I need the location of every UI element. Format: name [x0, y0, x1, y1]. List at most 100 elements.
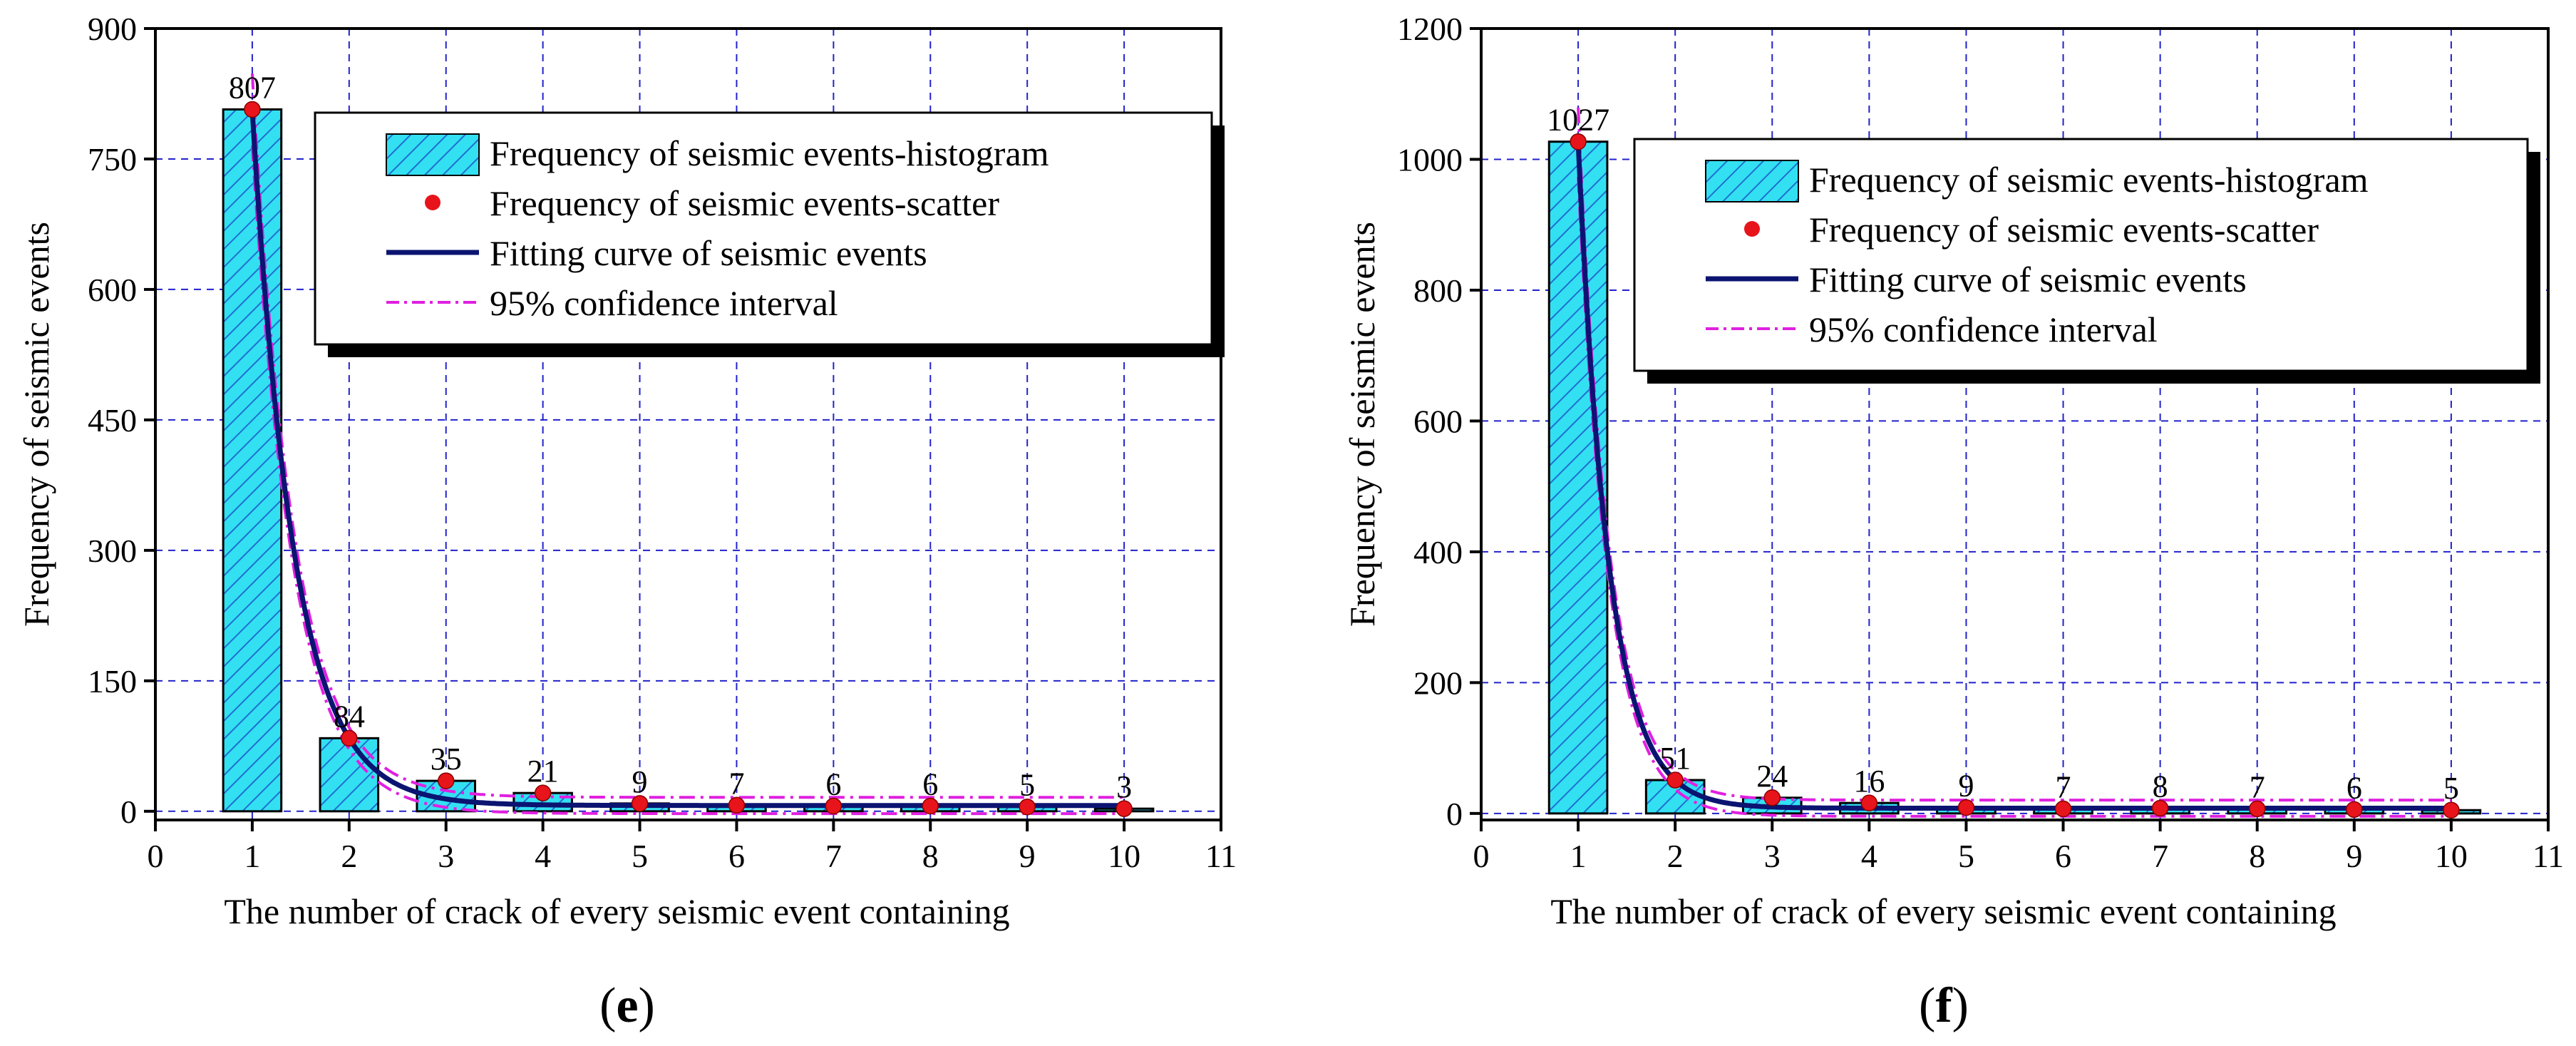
- legend: Frequency of seismic events-histogram Fr…: [314, 111, 1225, 357]
- panel-letter: f: [1935, 978, 1952, 1033]
- data-label: 3: [1116, 769, 1132, 804]
- data-labels: 807 84 35 21 9 7 6 6 5 3: [229, 70, 1132, 804]
- x-tick-label: 10: [2435, 838, 2468, 874]
- legend-histogram-swatch: [1705, 160, 1799, 202]
- fitting-curve: [249, 109, 1125, 809]
- x-tick-label: 0: [1473, 838, 1490, 874]
- axis-ticks: 0 1 2 3 4 5 6 7 8 9 10 11 0 200 400 600 800 1000 1200: [1397, 11, 2564, 874]
- x-tick-label: 11: [2533, 838, 2564, 874]
- histogram-bar: [319, 737, 380, 813]
- legend-histogram-swatch: [386, 133, 480, 176]
- scatter-point: [244, 101, 261, 118]
- scatter-point: [1860, 794, 1878, 811]
- x-tick-label: 8: [2249, 838, 2265, 874]
- scatter-point: [1666, 771, 1684, 789]
- y-tick-label: 300: [88, 533, 137, 569]
- legend-label-confidence: 95% confidence interval: [1809, 309, 2158, 349]
- x-tick-label: 4: [1861, 838, 1877, 874]
- data-label: 6: [922, 766, 938, 801]
- data-label: 24: [1756, 759, 1788, 794]
- data-label: 5: [2443, 771, 2459, 806]
- confidence-upper-curve: [250, 73, 1125, 799]
- data-label: 5: [1019, 768, 1035, 803]
- data-label: 7: [2250, 769, 2265, 804]
- scatter-point: [534, 784, 552, 801]
- confidence-interval-curves: [250, 73, 1125, 816]
- legend-scatter-swatch: [425, 195, 441, 210]
- plot-frame: [1480, 27, 2550, 821]
- data-label: 9: [1958, 769, 1974, 804]
- data-label: 35: [431, 742, 462, 776]
- legend-label-histogram: Frequency of seismic events-histogram: [1809, 160, 2369, 200]
- y-tick-label: 1200: [1397, 11, 1463, 47]
- x-tick-label: 11: [1205, 838, 1237, 874]
- confidence-lower-curve: [1577, 177, 2451, 818]
- fit-curve-path: [249, 109, 1125, 809]
- data-label: 84: [334, 699, 365, 734]
- panel-letter: e: [616, 978, 638, 1033]
- scatter-points: [244, 101, 1133, 817]
- data-label: 6: [2346, 770, 2362, 805]
- y-tick-label: 0: [120, 794, 137, 830]
- y-tick-label: 800: [1413, 272, 1463, 309]
- x-tick-label: 7: [825, 838, 842, 874]
- legend-label-scatter: Frequency of seismic events-scatter: [1809, 210, 2319, 250]
- x-tick-label: 3: [1764, 838, 1781, 874]
- y-tick-label: 400: [1413, 534, 1463, 570]
- plot-frame: [154, 27, 1222, 821]
- axis-ticks: 0 1 2 3 4 5 6 7 8 9 10 11 0 150 300 450 600 750 900: [88, 11, 1237, 874]
- legend-label-fit: Fitting curve of seismic events: [1809, 260, 2247, 299]
- x-tick-label: 9: [2346, 838, 2362, 874]
- y-tick-label: 200: [1413, 665, 1463, 701]
- data-label: 1027: [1547, 103, 1609, 138]
- confidence-upper-curve: [1577, 107, 2451, 802]
- x-axis-title: The number of crack of every seismic eve…: [224, 891, 1009, 931]
- legend-scatter-swatch: [1744, 221, 1760, 237]
- scatter-point: [341, 729, 358, 747]
- legend-label-fit: Fitting curve of seismic events: [490, 233, 927, 273]
- x-tick-label: 3: [438, 838, 454, 874]
- data-label: 7: [728, 766, 744, 801]
- histogram-bars: [222, 108, 1155, 813]
- x-axis-title: The number of crack of every seismic eve…: [1550, 891, 2336, 931]
- y-tick-label: 750: [88, 141, 137, 178]
- fitting-curve: [1575, 142, 2451, 811]
- scatter-point: [2443, 801, 2460, 819]
- scatter-point: [922, 797, 939, 815]
- legend-label-confidence: 95% confidence interval: [490, 283, 838, 323]
- panel-label: (e): [599, 978, 655, 1033]
- scatter-point: [1957, 799, 1975, 816]
- x-tick-label: 7: [2152, 838, 2168, 874]
- x-tick-label: 2: [1667, 838, 1684, 874]
- x-tick-label: 10: [1108, 838, 1140, 874]
- data-label: 8: [2153, 769, 2168, 804]
- data-label: 51: [1659, 741, 1691, 776]
- scatter-point: [1763, 789, 1781, 806]
- x-tick-label: 4: [535, 838, 551, 874]
- scatter-point: [1116, 800, 1133, 817]
- scatter-point: [631, 795, 649, 812]
- data-label: 6: [825, 766, 841, 801]
- scatter-point: [2054, 800, 2072, 818]
- fit-curve-path: [1575, 142, 2451, 811]
- legend-label-histogram: Frequency of seismic events-histogram: [490, 133, 1049, 173]
- x-tick-label: 6: [728, 838, 745, 874]
- legend: Frequency of seismic events-histogram Fr…: [1633, 138, 2540, 384]
- data-label: 16: [1853, 764, 1885, 799]
- y-tick-label: 1000: [1397, 141, 1463, 178]
- x-tick-label: 0: [148, 838, 164, 874]
- x-tick-label: 1: [244, 838, 260, 874]
- x-tick-label: 5: [632, 838, 648, 874]
- data-labels: 1027 51 24 16 9 7 8 7 6 5: [1547, 103, 2459, 806]
- x-tick-label: 8: [922, 838, 939, 874]
- data-label: 9: [632, 764, 648, 799]
- scatter-point: [2248, 800, 2266, 818]
- x-tick-label: 2: [341, 838, 357, 874]
- y-tick-label: 150: [88, 663, 137, 699]
- y-tick-label: 450: [88, 402, 137, 439]
- data-label: 7: [2056, 769, 2071, 804]
- histogram-bar: [222, 108, 283, 813]
- confidence-interval-curves: [1577, 107, 2451, 818]
- legend-label-scatter: Frequency of seismic events-scatter: [490, 183, 999, 223]
- scatter-points: [1570, 133, 2460, 819]
